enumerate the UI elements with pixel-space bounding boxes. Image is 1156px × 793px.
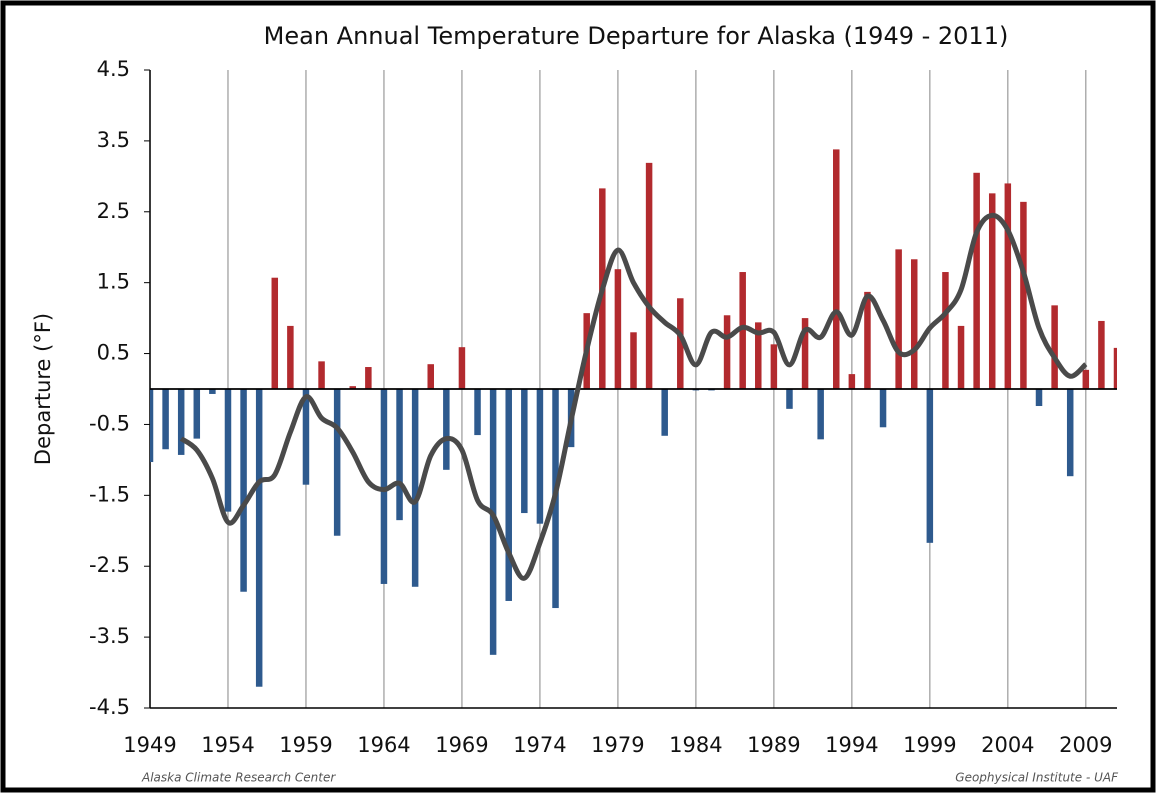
bar (1035, 389, 1043, 407)
x-tick-label: 2004 (981, 733, 1034, 757)
bar (661, 389, 668, 436)
bar (474, 389, 481, 436)
chart-title: Mean Annual Temperature Departure for Al… (264, 22, 1009, 50)
x-tick-label: 1979 (591, 733, 644, 757)
y-tick-label: -1.5 (89, 482, 130, 506)
bar (150, 389, 154, 463)
bar (209, 389, 216, 394)
bar (1066, 389, 1074, 477)
x-tick-label: 1984 (669, 733, 722, 757)
bar (957, 325, 965, 389)
bar (458, 347, 466, 389)
bar (910, 259, 918, 389)
x-tick-label: 1989 (747, 733, 800, 757)
bar (1113, 347, 1117, 389)
bar (443, 389, 450, 470)
bar (739, 272, 746, 389)
y-tick-label: -0.5 (89, 411, 130, 435)
x-tick-label: 1969 (435, 733, 488, 757)
bar (396, 389, 403, 521)
x-tick-label: 1959 (279, 733, 332, 757)
x-tick-label: 1954 (201, 733, 254, 757)
bar (521, 389, 528, 514)
y-tick-label: -4.5 (89, 695, 130, 719)
bar (645, 162, 653, 389)
y-tick-label: 1.5 (97, 270, 130, 294)
bar (1020, 201, 1027, 389)
bar (630, 332, 637, 389)
bar (271, 277, 279, 389)
x-tick-label: 1964 (357, 733, 410, 757)
bar (614, 269, 622, 389)
bar (193, 389, 201, 439)
bar (333, 389, 341, 536)
bar (770, 344, 778, 389)
bar (224, 389, 232, 512)
x-tick-label: 1994 (825, 733, 878, 757)
bar (427, 364, 434, 389)
bar (879, 389, 887, 428)
x-tick-label: 1949 (123, 733, 176, 757)
bar (1098, 320, 1105, 389)
y-tick-label: 0.5 (97, 341, 130, 365)
bar (833, 149, 840, 389)
bar (864, 291, 871, 389)
bar (162, 389, 169, 450)
x-tick-label: 1999 (903, 733, 956, 757)
bar (240, 389, 247, 592)
bar (677, 298, 684, 389)
bar (817, 389, 824, 440)
bar (255, 389, 263, 687)
y-tick-label: 2.5 (97, 199, 130, 223)
y-tick-label: -3.5 (89, 624, 130, 648)
bar (895, 249, 902, 389)
bar (1082, 369, 1090, 389)
bar (801, 318, 809, 389)
bar (349, 386, 357, 389)
bar (505, 389, 512, 601)
bar (942, 272, 949, 389)
bar (365, 367, 372, 389)
bar (489, 389, 497, 655)
x-tick-label: 1974 (513, 733, 566, 757)
bar (411, 389, 419, 587)
bar (287, 325, 294, 389)
bar (848, 374, 856, 389)
bar (755, 322, 762, 389)
bar (380, 389, 388, 584)
bar (988, 193, 996, 389)
source-right: Geophysical Institute - UAF (955, 771, 1119, 785)
y-tick-label: -2.5 (89, 553, 130, 577)
y-axis-label: Departure (°F) (31, 313, 55, 465)
bar (926, 389, 934, 543)
bar (318, 361, 325, 389)
x-tick-label: 2009 (1059, 733, 1112, 757)
bar (1051, 305, 1058, 389)
bar (302, 389, 310, 485)
y-tick-label: 4.5 (97, 57, 130, 81)
bar (177, 389, 185, 455)
bar (723, 315, 731, 389)
source-left: Alaska Climate Research Center (141, 771, 336, 785)
smoothed-line (179, 212, 1088, 581)
bar (1004, 183, 1012, 389)
bar (536, 389, 544, 524)
bar (786, 389, 793, 409)
bar (973, 172, 980, 389)
y-tick-label: 3.5 (97, 128, 130, 152)
